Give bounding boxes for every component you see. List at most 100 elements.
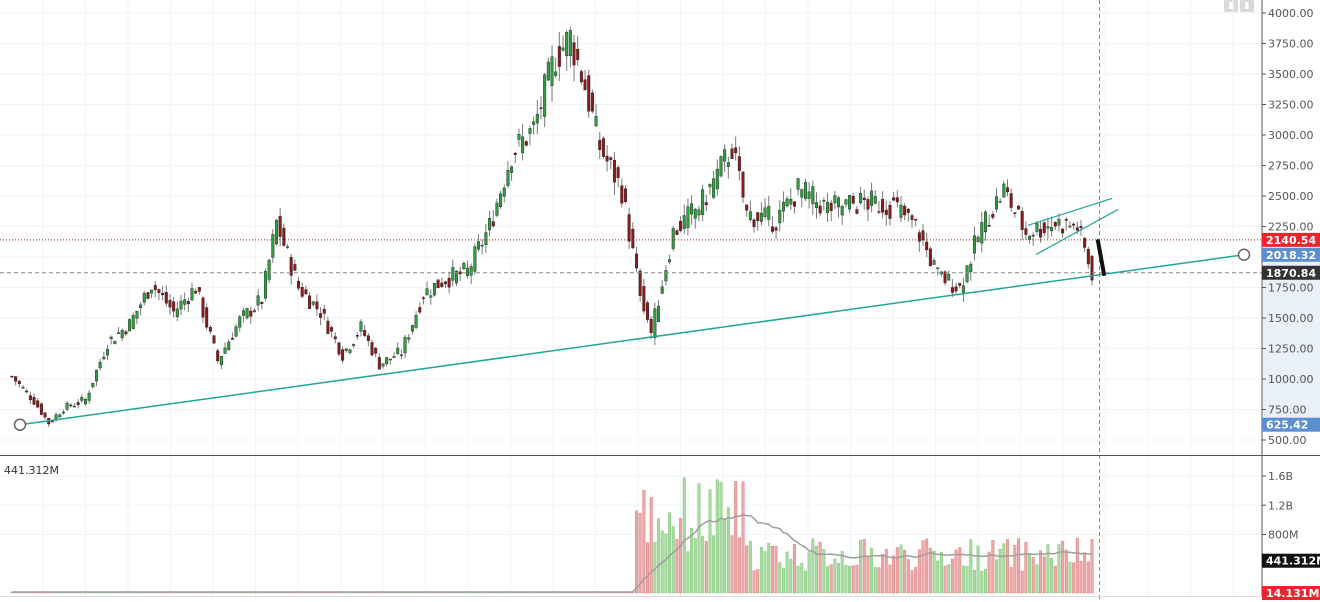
volume-bar	[822, 549, 826, 594]
volume-bar	[1050, 558, 1054, 594]
volume-bar	[1086, 561, 1090, 594]
volume-bar	[752, 570, 756, 594]
candle	[1053, 221, 1057, 227]
volume-bar	[833, 558, 837, 594]
price-badge-text: 1870.84	[1266, 267, 1316, 280]
candle	[142, 293, 146, 303]
candle	[917, 232, 921, 242]
volume-bar	[925, 538, 929, 594]
volume-bar	[726, 507, 730, 594]
candle	[895, 197, 899, 203]
candle	[414, 314, 418, 328]
candle	[1009, 193, 1013, 208]
candle	[528, 128, 532, 134]
volume-bar	[829, 564, 833, 594]
candle	[781, 201, 785, 212]
volume-legend-label: 441.312M	[4, 464, 59, 477]
candle	[998, 201, 1002, 203]
candle	[230, 338, 234, 340]
candle	[1068, 225, 1072, 228]
candle	[785, 198, 789, 207]
candle	[410, 325, 414, 332]
volume-bar	[1057, 544, 1061, 594]
candle	[1035, 223, 1039, 232]
candle	[502, 187, 506, 197]
candle	[216, 350, 220, 362]
candle	[25, 390, 29, 393]
trendline-anchor	[13, 418, 27, 431]
candle	[1020, 211, 1024, 230]
candle	[910, 215, 914, 220]
volume-bar	[781, 567, 785, 594]
candle	[1046, 226, 1050, 229]
candle	[396, 347, 400, 354]
candle	[50, 420, 54, 423]
volume-bar	[811, 538, 815, 594]
volume-bar	[664, 533, 668, 594]
volume-bar	[840, 551, 844, 594]
candle	[172, 301, 176, 312]
candle	[686, 206, 690, 228]
price-tick-label: 2250.00	[1268, 221, 1314, 234]
candle	[550, 56, 554, 87]
candle	[399, 354, 403, 357]
candle	[227, 341, 231, 351]
volume-bar	[638, 513, 642, 594]
candle	[969, 263, 973, 272]
candle	[770, 226, 774, 232]
candle	[800, 189, 804, 198]
candle	[598, 139, 602, 150]
volume-bar	[954, 549, 958, 594]
candle	[675, 230, 679, 235]
volume-bar	[1002, 543, 1006, 594]
volume-bar	[646, 542, 649, 594]
candle	[443, 281, 447, 285]
volume-bar	[668, 512, 672, 594]
candle	[712, 178, 716, 198]
candle	[815, 202, 818, 208]
candle	[991, 214, 995, 218]
volume-bar	[748, 540, 752, 594]
candle	[579, 71, 583, 83]
candle	[61, 411, 65, 414]
candle	[950, 287, 954, 293]
candle	[179, 300, 183, 310]
candle	[194, 291, 198, 294]
candle	[377, 357, 381, 370]
candle	[844, 199, 848, 205]
volume-bar	[712, 535, 716, 594]
candle	[708, 184, 712, 188]
candle	[1039, 228, 1043, 238]
eye-icon[interactable]: ▮	[1240, 0, 1254, 12]
candle	[124, 331, 128, 335]
candle	[271, 234, 275, 258]
candle	[10, 375, 14, 378]
volume-bar	[649, 497, 653, 594]
volume-bar	[859, 540, 863, 594]
candle	[36, 400, 40, 408]
volume-bar	[998, 548, 1002, 594]
volume-bar	[995, 559, 998, 594]
candle	[961, 285, 965, 294]
candle	[928, 248, 932, 266]
volume-tick-label: 800M	[1268, 529, 1299, 542]
candle	[583, 79, 587, 91]
candle	[829, 202, 833, 211]
candle	[568, 30, 572, 57]
candle	[278, 215, 282, 237]
volume-bar	[1028, 554, 1032, 594]
candle	[322, 308, 326, 314]
volume-bar	[1024, 541, 1028, 594]
candle	[506, 170, 510, 186]
candle	[873, 196, 877, 204]
volume-bar	[679, 517, 683, 594]
candle	[543, 74, 547, 117]
lock-icon[interactable]: ▮	[1224, 0, 1238, 12]
candle	[649, 319, 653, 334]
volume-bar	[826, 566, 829, 594]
candle	[385, 357, 389, 365]
candle	[660, 286, 664, 294]
candle	[822, 200, 826, 202]
candle	[881, 198, 885, 213]
volume-bar	[708, 489, 712, 594]
